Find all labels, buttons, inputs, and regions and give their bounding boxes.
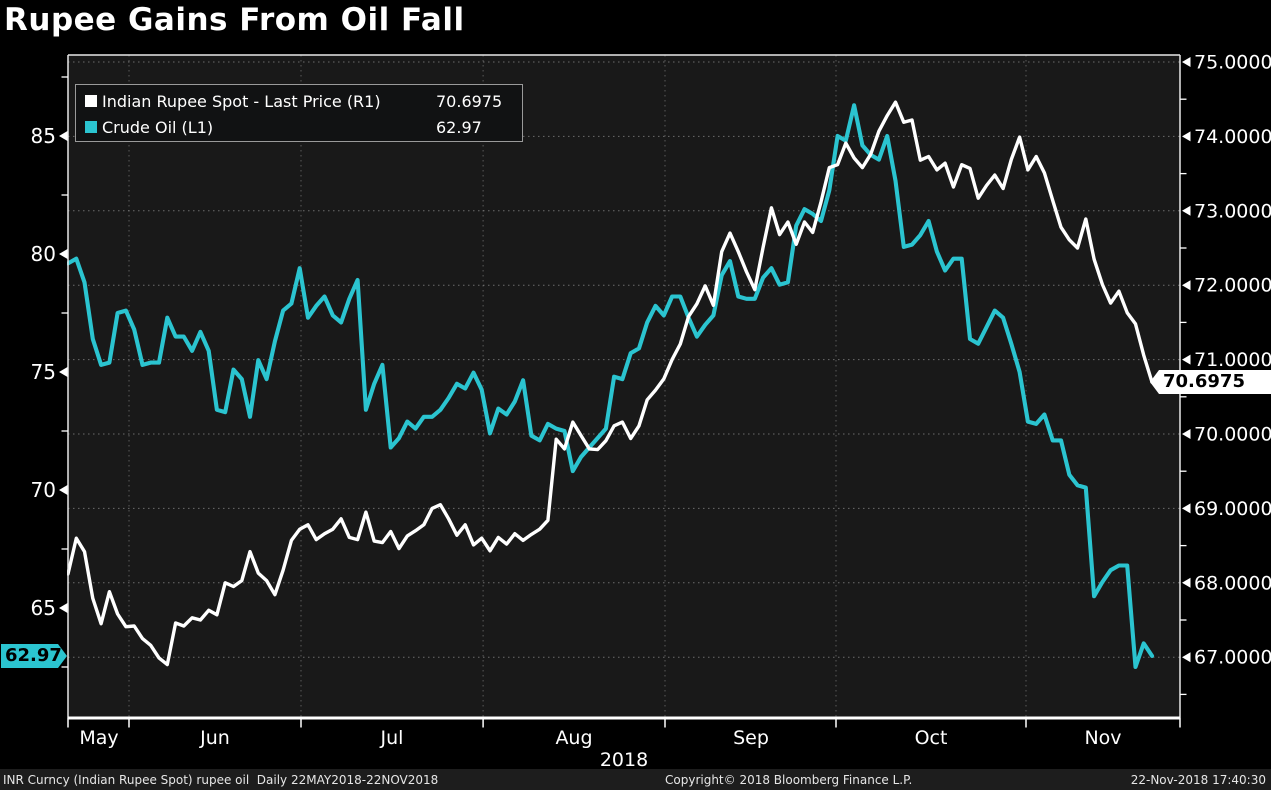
right-axis-tick-label: 72.0000 [1194,275,1271,297]
right-axis-tick-label: 73.0000 [1194,200,1271,222]
right-axis-tick-arrow-icon [1182,577,1191,588]
right-axis-tick-label: 70.0000 [1194,424,1271,446]
right-axis-tick-label: 69.0000 [1194,498,1271,520]
left-axis-tick-label: 80 [31,242,56,266]
left-axis-tick-label: 65 [31,596,56,620]
right-axis-tick-label: 75.0000 [1194,52,1271,74]
chart-legend: Indian Rupee Spot - Last Price (R1) 70.6… [75,84,523,142]
left-axis-tick-label: 70 [31,478,56,502]
last-price-tag-oil: 62.97 [1,644,67,668]
x-axis-month-label: Jun [199,727,230,749]
x-axis-month-label: May [79,727,118,749]
right-axis-tick-arrow-icon [1182,205,1191,216]
legend-item-oil[interactable]: Crude Oil (L1) 62.97 [85,114,512,140]
right-axis-tick-label: 74.0000 [1194,126,1271,148]
page-title: Rupee Gains From Oil Fall [4,2,465,38]
right-axis-tick-label: 68.0000 [1194,572,1271,594]
legend-label: Indian Rupee Spot - Last Price (R1) [102,91,381,111]
right-axis-tick-arrow-icon [1182,503,1191,514]
oil-line [67,103,1155,670]
x-axis-month-label: Jul [380,727,404,749]
right-axis-tick-label: 67.0000 [1194,647,1271,669]
legend-item-rupee[interactable]: Indian Rupee Spot - Last Price (R1) 70.6… [85,88,512,114]
status-bar: INR Curncy (Indian Rupee Spot) rupee oil… [0,769,1271,790]
left-axis-tick-arrow-icon [59,367,68,377]
legend-value: 70.6975 [436,91,503,111]
left-axis-tick-label: 85 [31,124,56,148]
right-axis-tick-arrow-icon [1182,57,1191,67]
right-axis-tick-label: 71.0000 [1194,349,1271,371]
left-axis-tick-label: 75 [31,360,56,384]
footer-timestamp: 22-Nov-2018 17:40:30 [1130,773,1266,787]
oil-series-swatch-icon [85,121,97,133]
x-axis-month-label: Aug [555,727,592,749]
right-axis-tick-arrow-icon [1182,652,1191,663]
right-axis-tick-arrow-icon [1182,354,1191,365]
legend-value: 62.97 [436,117,482,137]
right-axis-tick-arrow-icon [1182,280,1191,291]
footer-copyright: Copyright© 2018 Bloomberg Finance L.P. [665,773,913,787]
left-axis-tick-arrow-icon [59,131,68,141]
legend-label: Crude Oil (L1) [102,117,214,137]
rupee-line [67,100,1154,667]
x-axis-month-label: Oct [915,727,948,749]
left-axis-tick-arrow-icon [59,249,68,259]
x-axis-year-label: 2018 [600,749,648,769]
left-axis-tick-arrow-icon [59,485,68,495]
right-axis-tick-arrow-icon [1182,131,1191,142]
last-price-tag-rupee: 70.6975 [1150,370,1271,394]
x-axis-month-label: Nov [1084,727,1121,749]
left-axis-tick-arrow-icon [59,603,68,613]
right-axis-tick-arrow-icon [1182,429,1191,439]
rupee-series-swatch-icon [85,95,97,107]
footer-security-info: INR Curncy (Indian Rupee Spot) rupee oil… [3,773,439,787]
x-axis-month-label: Sep [733,727,769,749]
